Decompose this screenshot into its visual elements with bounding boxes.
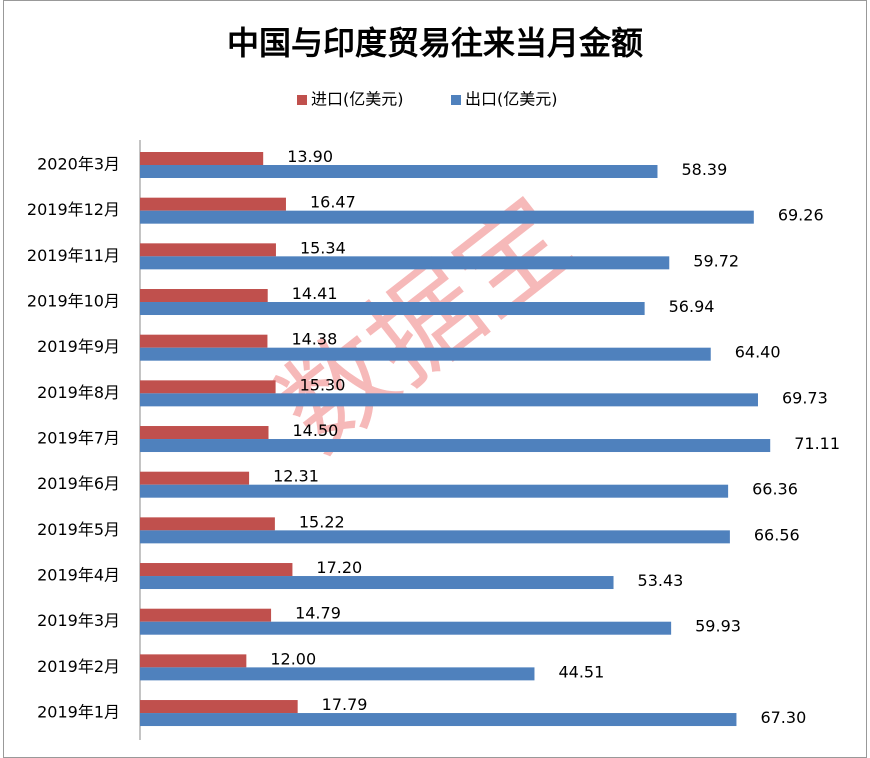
legend-swatch [297,95,307,105]
y-tick-label: 2019年12月 [27,200,120,219]
y-tick-label: 2019年8月 [37,383,120,402]
bar [140,302,645,316]
bar [140,713,737,727]
data-label: 15.30 [300,375,346,394]
data-label: 53.43 [638,571,684,590]
y-tick-label: 2019年7月 [37,429,120,448]
y-tick-label: 2019年10月 [27,292,120,311]
data-label: 71.11 [794,434,840,453]
data-label: 12.31 [273,467,319,486]
data-label: 17.79 [322,695,368,714]
bar [140,700,298,714]
y-tick-label: 2019年11月 [27,246,120,265]
bar [140,165,658,178]
y-tick-label: 2019年6月 [37,474,120,493]
y-tick-label: 2019年1月 [37,703,120,722]
y-tick-label: 2019年5月 [37,520,120,539]
bar [140,426,269,440]
y-tick-label: 2020年3月 [37,155,120,174]
legend-label: 出口(亿美元) [465,90,558,109]
bar [140,243,276,257]
bar [140,471,250,485]
data-label: 69.26 [778,206,824,225]
bar [140,347,711,361]
data-label: 16.47 [310,193,356,212]
legend-label: 进口(亿美元) [311,90,404,109]
y-tick-label: 2019年4月 [37,566,120,585]
chart-title: 中国与印度贸易往来当月金额 [227,24,643,62]
bar [140,439,771,453]
bar [140,608,272,622]
bar [140,256,670,270]
data-label: 15.22 [299,512,345,531]
data-label: 14.79 [295,604,341,623]
data-label: 56.94 [669,297,715,316]
bar [140,530,730,544]
data-label: 14.50 [293,421,339,440]
data-label: 64.40 [735,343,781,362]
bar [140,289,268,303]
data-label: 13.90 [287,147,333,166]
bar [140,334,268,348]
bar [140,654,247,668]
bar [140,393,758,407]
bar [140,484,729,498]
data-label: 58.39 [681,160,727,179]
bar [140,152,264,165]
data-label: 12.00 [270,649,316,668]
data-label: 66.56 [754,525,800,544]
bar [140,517,275,531]
data-label: 59.72 [693,251,739,270]
bar [140,576,614,590]
bar [140,667,535,681]
y-tick-label: 2019年9月 [37,337,120,356]
data-label: 15.34 [300,238,346,257]
legend-swatch [451,95,461,105]
data-label: 69.73 [782,388,828,407]
data-label: 66.36 [752,480,798,499]
data-label: 17.20 [316,558,362,577]
bar [140,210,754,224]
bar [140,563,293,577]
data-label: 67.30 [760,708,806,727]
data-label: 59.93 [695,617,741,636]
y-tick-label: 2019年3月 [37,611,120,630]
bar [140,197,286,211]
data-label: 14.41 [292,284,338,303]
data-label: 44.51 [558,662,604,681]
bar [140,380,276,394]
data-label: 14.38 [291,330,337,349]
y-tick-label: 2019年2月 [37,657,120,676]
bar [140,621,672,635]
